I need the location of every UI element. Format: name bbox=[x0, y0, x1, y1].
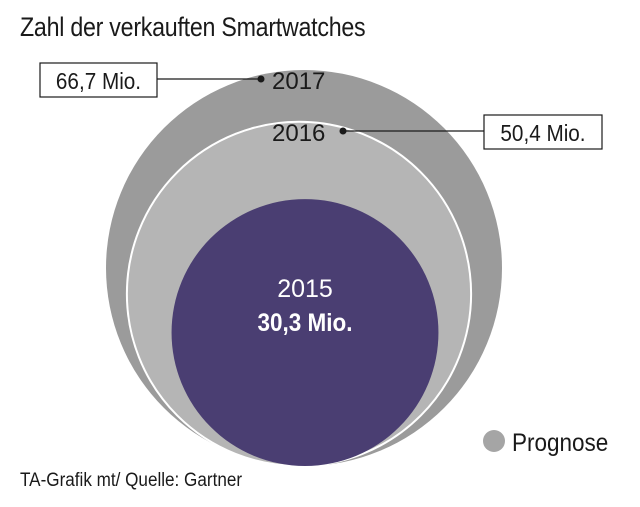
legend-prognose-label: Prognose bbox=[512, 429, 608, 457]
year-label-2017: 2017 bbox=[272, 68, 325, 95]
value-box-2017 bbox=[39, 62, 158, 98]
year-label-2015: 2015 bbox=[277, 275, 333, 303]
value-box-2016 bbox=[483, 114, 603, 150]
value-label-2016: 50,4 Mio. bbox=[500, 120, 585, 146]
callout-dot-2017 bbox=[257, 75, 265, 83]
value-label-2017: 66,7 Mio. bbox=[56, 68, 141, 94]
value-label-2015: 30,3 Mio. bbox=[258, 309, 353, 337]
bubble-2015 bbox=[171, 199, 439, 466]
legend-prognose-swatch bbox=[483, 430, 505, 452]
source-note: TA-Grafik mt/ Quelle: Gartner bbox=[20, 470, 243, 491]
chart-title: Zahl der verkauften Smartwatches bbox=[20, 12, 366, 42]
year-label-2016: 2016 bbox=[272, 120, 325, 147]
